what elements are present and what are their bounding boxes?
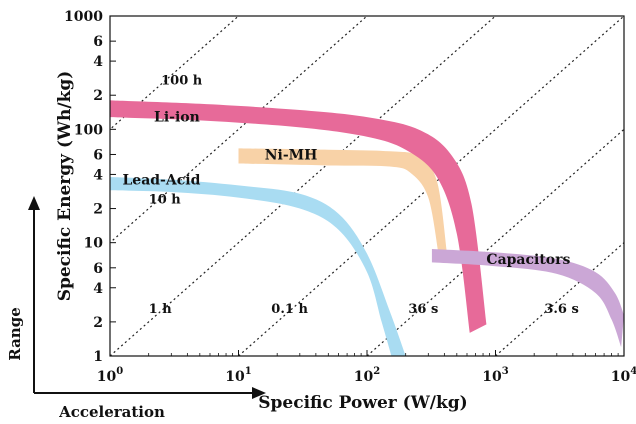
band-label-capacitors: Capacitors — [486, 252, 570, 268]
time-label-0-1-h: 0.1 h — [271, 302, 308, 317]
y-tick-label-5: 2 — [93, 202, 103, 218]
band-lead-acid — [110, 176, 406, 356]
time-line-0-1-h — [238, 16, 624, 356]
acceleration-arrowhead — [252, 387, 266, 399]
band-li-ion — [110, 100, 487, 333]
x-tick-label-0: 100 — [97, 366, 123, 385]
time-label-100-h: 100 h — [161, 73, 203, 88]
band-label-ni-mh: Ni-MH — [265, 147, 318, 163]
y-tick-label-4: 10 — [84, 236, 104, 252]
acceleration-label: Acceleration — [58, 403, 165, 421]
time-line-36-s — [366, 128, 624, 356]
time-line-3-6-s — [495, 241, 624, 356]
x-tick-label-4: 104 — [611, 366, 636, 385]
y-tick-label-6: 4 — [93, 167, 103, 183]
x-tick-label-1: 101 — [225, 366, 251, 385]
time-line-1-h — [110, 16, 496, 356]
y-tick-label-9: 2 — [93, 88, 103, 104]
x-tick-label-2: 102 — [354, 366, 380, 385]
y-tick-label-0: 1 — [93, 349, 103, 365]
y-tick-label-3: 6 — [93, 261, 103, 277]
y-tick-label-10: 4 — [93, 54, 103, 70]
y-tick-label-1: 2 — [93, 315, 103, 331]
time-label-36-s: 36 s — [408, 302, 438, 317]
y-tick-label-8: 100 — [74, 122, 103, 138]
technology-bands — [110, 100, 624, 356]
x-axis-title: Specific Power (W/kg) — [258, 393, 467, 413]
band-ni-mh — [238, 148, 448, 254]
time-label-10-h: 10 h — [149, 193, 182, 208]
time-lines — [110, 16, 624, 356]
y-axis-title: Specific Energy (Wh/kg) — [55, 71, 75, 302]
band-label-li-ion: Li-ion — [154, 109, 200, 125]
axis-ticks — [109, 15, 625, 357]
band-capacitors — [431, 248, 624, 348]
range-label: Range — [6, 307, 24, 360]
y-tick-label-12: 1000 — [64, 9, 103, 25]
band-label-lead-acid: Lead-Acid — [122, 173, 200, 189]
range-arrowhead — [28, 196, 40, 210]
time-label-3-6-s: 3.6 s — [544, 302, 578, 317]
time-line-labels: 100 h 10 h 1 h 0.1 h 36 s 3.6 s — [149, 73, 579, 317]
x-tick-label-3: 103 — [482, 366, 508, 385]
time-label-1-h: 1 h — [149, 302, 173, 317]
y-tick-label-2: 4 — [93, 281, 103, 297]
y-tick-label-11: 6 — [93, 34, 103, 50]
y-tick-label-7: 6 — [93, 147, 103, 163]
band-labels: Lead-Acid Ni-MH Li-ion Capacitors — [122, 109, 570, 267]
